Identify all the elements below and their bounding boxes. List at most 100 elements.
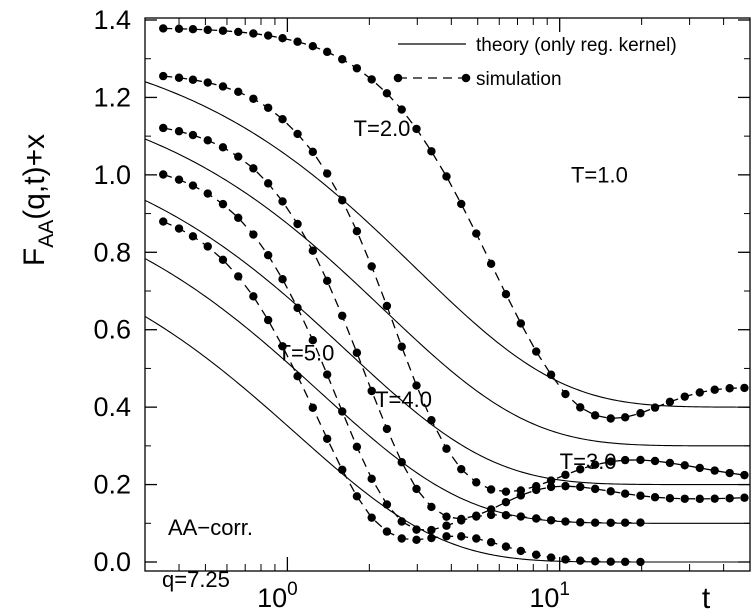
simulation-point bbox=[278, 342, 287, 351]
simulation-point bbox=[427, 502, 436, 512]
simulation-point bbox=[457, 532, 466, 541]
simulation-point bbox=[710, 466, 719, 475]
simulation-point bbox=[725, 494, 734, 503]
simulation-point bbox=[234, 27, 243, 37]
y-axis-label-main: F bbox=[18, 248, 51, 266]
simulation-point bbox=[486, 538, 496, 547]
simulation-point bbox=[293, 37, 302, 46]
simulation-point bbox=[457, 464, 466, 474]
simulation-point bbox=[725, 384, 734, 393]
theory-curve-0 bbox=[144, 81, 750, 408]
simulation-point bbox=[472, 512, 481, 521]
y-tick-label: 0.0 bbox=[93, 547, 131, 577]
y-tick-label: 1.0 bbox=[93, 160, 131, 190]
simulation-point bbox=[457, 199, 466, 209]
simulation-point bbox=[338, 465, 347, 474]
y-axis-label: FAA(q,t)+x bbox=[18, 134, 58, 266]
annotation-correlation: AA−corr. bbox=[168, 515, 253, 540]
series-labels: T=1.0 T=2.0 T=3.0 T=4.0 T=5.0 bbox=[278, 116, 628, 474]
simulation-point bbox=[472, 534, 481, 543]
simulation-point bbox=[367, 474, 376, 483]
simulation-point bbox=[174, 224, 184, 233]
simulation-point bbox=[249, 164, 258, 173]
simulation-point bbox=[740, 383, 749, 393]
legend-simulation-marker bbox=[393, 73, 403, 83]
simulation-point bbox=[263, 315, 273, 325]
simulation-point bbox=[620, 489, 630, 498]
theory-curve-2 bbox=[144, 199, 750, 486]
simulation-point bbox=[606, 457, 615, 466]
simulation-point bbox=[397, 458, 406, 467]
simulation-point bbox=[412, 124, 421, 134]
simulation-point bbox=[293, 219, 302, 229]
simulation-point bbox=[293, 303, 302, 313]
simulation-point bbox=[725, 468, 734, 478]
simulation-point bbox=[516, 512, 526, 521]
simulation-point bbox=[620, 413, 630, 422]
simulation-point bbox=[427, 147, 436, 156]
simulation-point bbox=[576, 556, 585, 565]
simulation-point bbox=[412, 525, 421, 534]
legend: theory (only reg. kernel) simulation bbox=[393, 35, 677, 90]
simulation-curve-3 bbox=[163, 173, 641, 531]
simulation-point bbox=[516, 491, 526, 500]
simulation-point bbox=[293, 372, 302, 381]
simulation-point bbox=[590, 411, 600, 420]
simulation-point bbox=[427, 525, 436, 535]
simulation-point bbox=[159, 71, 168, 81]
simulation-point bbox=[322, 434, 332, 443]
theory-curves bbox=[144, 81, 750, 563]
simulation-curve-1 bbox=[163, 75, 745, 493]
simulation-point bbox=[680, 461, 689, 470]
simulation-point bbox=[636, 409, 645, 418]
simulation-point bbox=[352, 492, 362, 501]
simulation-point bbox=[249, 292, 258, 301]
simulation-point bbox=[636, 491, 645, 500]
series-label: T=2.0 bbox=[354, 116, 411, 141]
simulation-point bbox=[442, 444, 451, 453]
simulation-point bbox=[740, 493, 749, 502]
simulation-point bbox=[442, 512, 451, 521]
simulation-point bbox=[174, 24, 184, 33]
simulation-point bbox=[710, 385, 719, 394]
simulation-point bbox=[680, 494, 689, 503]
y-tick-label: 0.6 bbox=[93, 315, 131, 345]
simulation-point bbox=[338, 196, 347, 205]
simulation-point bbox=[606, 518, 615, 527]
series-label: T=3.0 bbox=[560, 449, 617, 474]
simulation-point bbox=[263, 179, 273, 188]
simulation-point bbox=[501, 497, 511, 507]
simulation-point bbox=[486, 510, 496, 520]
simulation-point bbox=[188, 130, 198, 140]
simulation-point bbox=[532, 347, 541, 356]
simulation-curves bbox=[159, 24, 749, 567]
simulation-point bbox=[234, 272, 243, 281]
simulation-point bbox=[308, 42, 318, 51]
simulation-point bbox=[442, 532, 451, 541]
simulation-point bbox=[620, 455, 630, 465]
simulation-point bbox=[367, 75, 376, 84]
simulation-point bbox=[278, 114, 287, 124]
simulation-point bbox=[561, 470, 570, 480]
x-tick-label-exp: 1 bbox=[559, 579, 570, 600]
simulation-point bbox=[486, 259, 496, 269]
simulation-point bbox=[293, 129, 302, 139]
x-tick-label: 100 bbox=[257, 579, 298, 613]
simulation-point bbox=[308, 403, 318, 412]
simulation-curve-0 bbox=[163, 27, 745, 420]
legend-theory-label: theory (only reg. kernel) bbox=[476, 35, 677, 56]
simulation-point bbox=[486, 485, 496, 494]
simulation-point bbox=[249, 230, 258, 239]
simulation-point bbox=[338, 55, 347, 64]
y-tick-label: 1.2 bbox=[93, 82, 131, 112]
series-label: T=4.0 bbox=[375, 387, 432, 412]
y-tick-label: 1.4 bbox=[93, 5, 131, 35]
simulation-point bbox=[234, 87, 243, 97]
simulation-point bbox=[308, 246, 318, 255]
series-label: T=1.0 bbox=[571, 163, 628, 188]
simulation-point bbox=[218, 199, 228, 209]
annotation-q-value: q=7.25 bbox=[162, 567, 230, 592]
plot-frame bbox=[144, 17, 751, 572]
simulation-point bbox=[203, 242, 212, 251]
simulation-point bbox=[338, 407, 347, 416]
